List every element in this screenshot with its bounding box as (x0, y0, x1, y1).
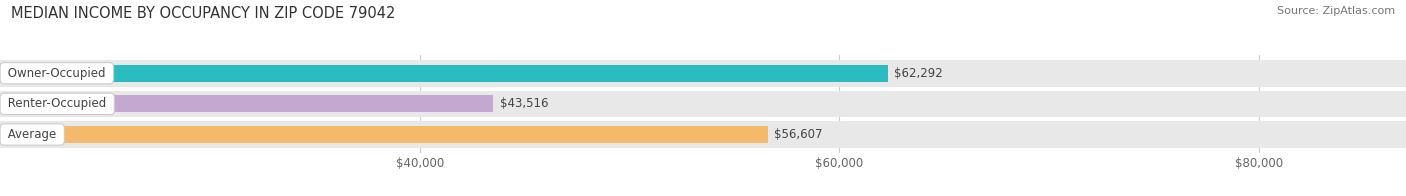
Bar (0, 121, 1406, 148)
Text: Source: ZipAtlas.com: Source: ZipAtlas.com (1277, 6, 1395, 16)
Text: $62,292: $62,292 (894, 67, 942, 80)
Bar (0, 95, 494, 112)
Text: MEDIAN INCOME BY OCCUPANCY IN ZIP CODE 79042: MEDIAN INCOME BY OCCUPANCY IN ZIP CODE 7… (11, 6, 395, 21)
Text: Renter-Occupied: Renter-Occupied (4, 97, 110, 110)
Bar (0, 126, 768, 143)
Bar (0, 65, 887, 82)
Text: $56,607: $56,607 (775, 128, 823, 141)
Text: $43,516: $43,516 (499, 97, 548, 110)
Text: Owner-Occupied: Owner-Occupied (4, 67, 110, 80)
Bar (0, 91, 1406, 117)
Text: Average: Average (4, 128, 60, 141)
Bar (0, 60, 1406, 87)
